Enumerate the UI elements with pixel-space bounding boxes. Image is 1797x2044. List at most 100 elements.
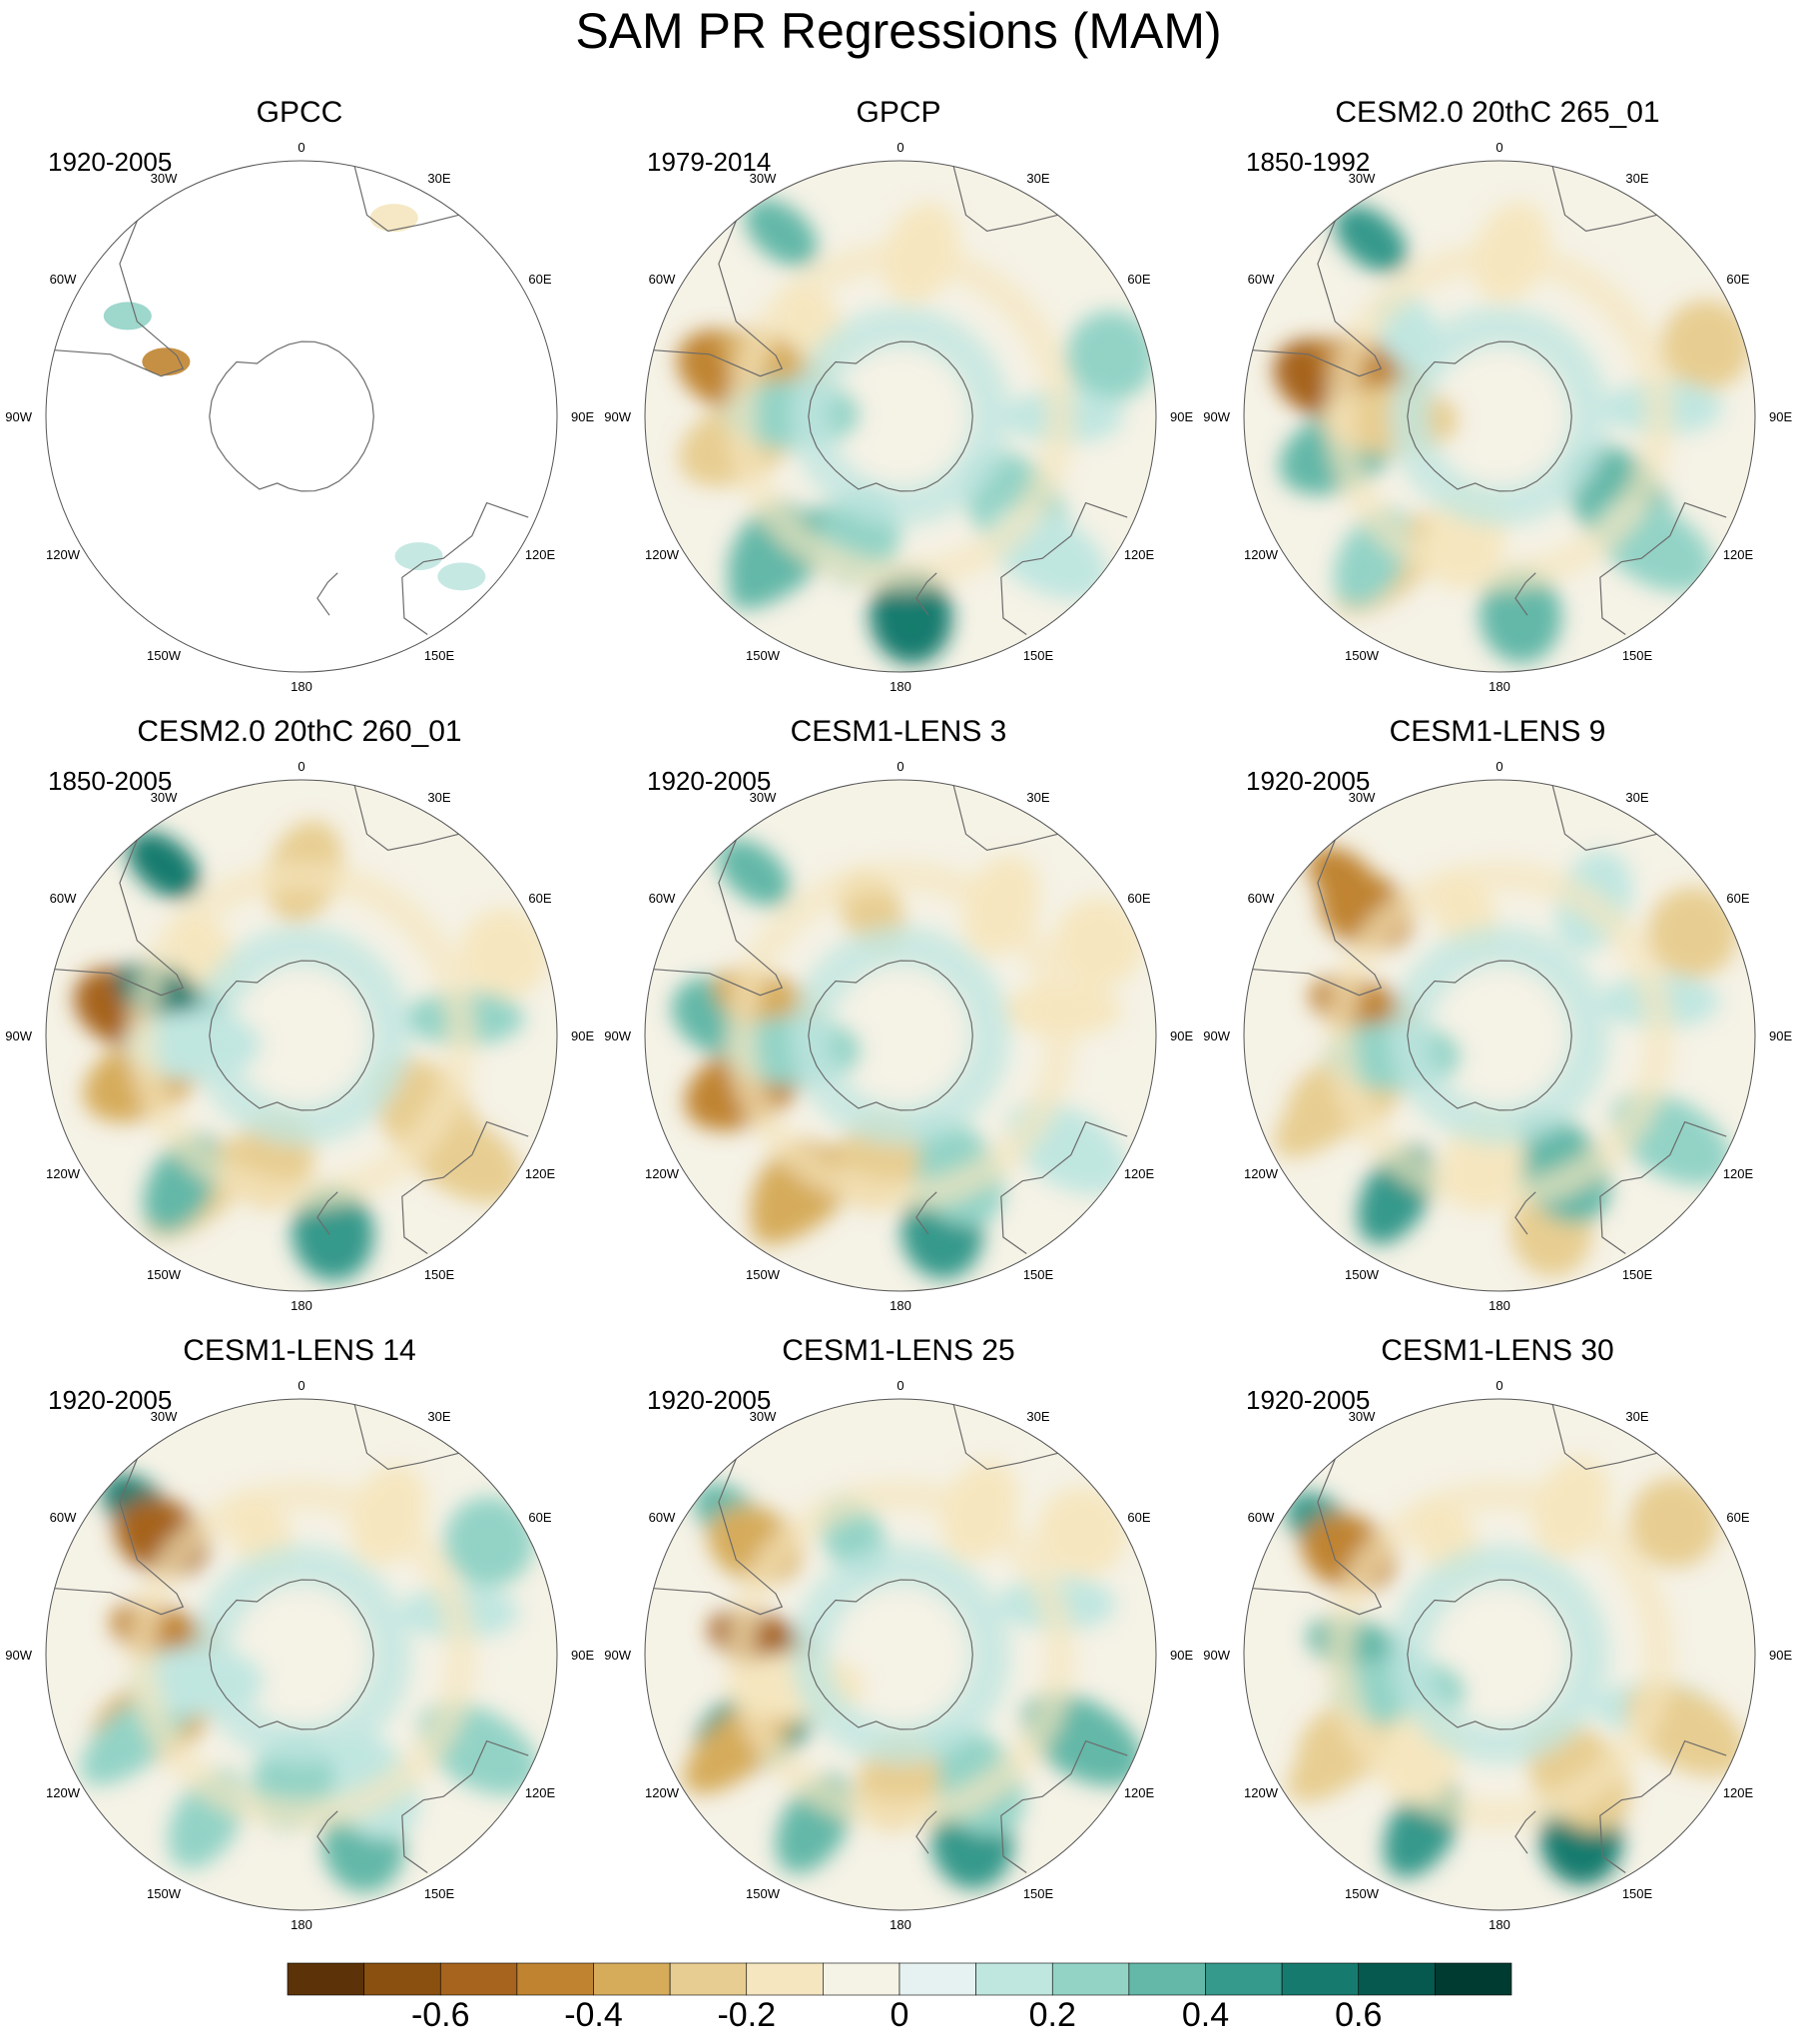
colorbar-swatch bbox=[898, 1962, 976, 1996]
panel-title: GPCP bbox=[856, 96, 941, 129]
longitude-label: 30W bbox=[750, 790, 777, 805]
anomaly-blob bbox=[1053, 898, 1144, 989]
anomaly-blob bbox=[1629, 1477, 1720, 1568]
longitude-label: 180 bbox=[291, 679, 312, 694]
longitude-label: 180 bbox=[291, 1917, 312, 1932]
longitude-label: 0 bbox=[298, 759, 304, 774]
australia-coastline bbox=[401, 1739, 529, 1873]
longitude-label: 150E bbox=[1023, 1886, 1054, 1901]
australia-coastline bbox=[1000, 1120, 1128, 1254]
panel-title: CESM1-LENS 14 bbox=[183, 1334, 416, 1367]
land-data-patch bbox=[142, 347, 191, 376]
longitude-label: 150E bbox=[1622, 648, 1653, 663]
anomaly-blob bbox=[745, 199, 818, 267]
colorbar-swatch bbox=[823, 1962, 900, 1996]
longitude-label: 30W bbox=[151, 1409, 178, 1424]
longitude-label: 150W bbox=[1345, 1267, 1380, 1282]
longitude-label: 60W bbox=[50, 272, 77, 287]
anomaly-blob bbox=[1036, 1487, 1127, 1578]
south-america-coastline bbox=[1252, 220, 1383, 377]
longitude-label: 120W bbox=[645, 1166, 680, 1181]
longitude-label: 90E bbox=[1769, 1028, 1792, 1043]
longitude-label: 0 bbox=[1496, 1378, 1502, 1393]
longitude-label: 120W bbox=[46, 1785, 81, 1800]
panel-title: CESM1-LENS 3 bbox=[790, 715, 1007, 748]
longitude-label: 120E bbox=[525, 1785, 556, 1800]
new-zealand-coastline bbox=[1514, 1191, 1536, 1235]
longitude-label: 0 bbox=[897, 759, 903, 774]
longitude-label: 120W bbox=[46, 1166, 81, 1181]
map-border bbox=[644, 779, 1157, 1292]
anomaly-blob bbox=[1479, 569, 1562, 663]
new-zealand-coastline bbox=[1514, 1810, 1536, 1854]
map-border bbox=[45, 779, 558, 1292]
antarctica-coastline bbox=[209, 341, 374, 492]
map-panel: CESM1-LENS 25 0 30E 60E 90E 120E 150E 180 150W 12… bbox=[599, 1333, 1198, 1952]
map-panel: CESM1-LENS 14 0 30E 60E 90E 120E 150E 180 150W 12… bbox=[0, 1333, 599, 1952]
south-america-coastline bbox=[54, 220, 185, 377]
panel-title: GPCC bbox=[256, 96, 343, 129]
colorbar-swatch bbox=[975, 1962, 1053, 1996]
longitude-label: 150E bbox=[424, 1886, 455, 1901]
longitude-label: 60W bbox=[1248, 891, 1275, 906]
longitude-label: 30E bbox=[1625, 790, 1648, 805]
colorbar-tick-label: 0.2 bbox=[1028, 1996, 1076, 2034]
africa-coastline bbox=[353, 785, 459, 852]
panel-period: 1850-2005 bbox=[48, 766, 173, 796]
anomaly-ring bbox=[192, 926, 411, 1145]
colorbar-swatch bbox=[1205, 1962, 1283, 1996]
longitude-label: 180 bbox=[890, 679, 911, 694]
anomaly-ring bbox=[192, 1545, 411, 1764]
antarctica-coastline bbox=[1407, 960, 1572, 1111]
longitude-label: 120E bbox=[525, 547, 556, 562]
map-border bbox=[1243, 1398, 1756, 1911]
map-panel: CESM1-LENS 3 0 30E 60E 90E 120E 150E 180 150W 120… bbox=[599, 714, 1198, 1333]
anomaly-ring bbox=[791, 926, 1010, 1145]
colorbar-tick-label: -0.4 bbox=[564, 1996, 623, 2034]
south-america-coastline bbox=[653, 1458, 784, 1616]
polar-map: 0 30E 60E 90E 120E 150E 180 150W 120W 90W 60W 30W bbox=[5, 140, 594, 694]
map-border bbox=[1243, 160, 1756, 673]
colorbar-swatch bbox=[287, 1962, 364, 1996]
longitude-label: 60E bbox=[1726, 272, 1749, 287]
longitude-label: 30E bbox=[427, 171, 450, 186]
longitude-label: 120W bbox=[1244, 1785, 1279, 1800]
land-data-patch bbox=[369, 204, 418, 233]
longitude-label: 120W bbox=[645, 547, 680, 562]
colorbar-swatch bbox=[1435, 1962, 1512, 1996]
antarctica-coastline bbox=[808, 341, 973, 492]
polar-map: 0 30E 60E 90E 120E 150E 180 150W 120W 90W 60W 30W bbox=[5, 759, 594, 1313]
africa-coastline bbox=[1551, 166, 1657, 233]
africa-coastline bbox=[353, 166, 459, 233]
map-border bbox=[644, 160, 1157, 673]
longitude-label: 90E bbox=[571, 409, 594, 424]
longitude-label: 60E bbox=[1726, 1510, 1749, 1525]
longitude-label: 150E bbox=[1622, 1886, 1653, 1901]
longitude-label: 90E bbox=[571, 1648, 594, 1663]
longitude-label: 90W bbox=[1203, 409, 1230, 424]
longitude-label: 120W bbox=[1244, 547, 1279, 562]
map-border bbox=[45, 160, 558, 673]
longitude-label: 60E bbox=[1127, 1510, 1150, 1525]
longitude-label: 120E bbox=[1723, 1166, 1754, 1181]
longitude-label: 120W bbox=[46, 547, 81, 562]
panel-period: 1920-2005 bbox=[1246, 1385, 1371, 1415]
anomaly-blob bbox=[870, 569, 952, 664]
africa-coastline bbox=[952, 785, 1058, 852]
polar-map: 0 30E 60E 90E 120E 150E 180 150W 120W 90W 60W 30W bbox=[604, 1378, 1193, 1932]
panel-title: CESM1-LENS 25 bbox=[782, 1334, 1015, 1367]
colorbar-tick-label: 0.4 bbox=[1181, 1996, 1230, 2034]
longitude-label: 60E bbox=[528, 1510, 551, 1525]
polar-map: 0 30E 60E 90E 120E 150E 180 150W 120W 90W 60W 30W bbox=[1203, 1378, 1792, 1932]
south-america-coastline bbox=[1252, 1458, 1383, 1616]
longitude-label: 0 bbox=[897, 140, 903, 155]
colorbar-swatch bbox=[593, 1962, 671, 1996]
longitude-label: 30E bbox=[1625, 171, 1648, 186]
longitude-label: 180 bbox=[890, 1298, 911, 1313]
polar-map: 0 30E 60E 90E 120E 150E 180 150W 120W 90W 60W 30W bbox=[604, 140, 1193, 694]
anomaly-ring bbox=[1390, 307, 1609, 526]
longitude-label: 150E bbox=[1023, 1267, 1054, 1282]
africa-coastline bbox=[952, 1404, 1058, 1471]
anomaly-blob bbox=[717, 839, 791, 907]
panel-title: CESM2.0 20thC 260_01 bbox=[137, 715, 462, 748]
